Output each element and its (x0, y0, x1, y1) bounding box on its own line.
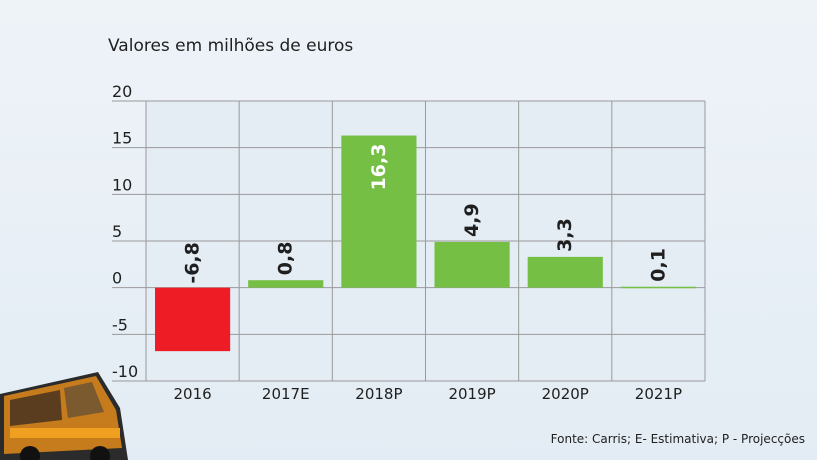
value-label: -6,8 (182, 242, 204, 284)
value-label: 3,3 (554, 218, 576, 252)
bus-photo (0, 372, 128, 460)
x-tick-label: 2018P (355, 385, 402, 403)
bar (248, 280, 324, 288)
y-tick-label: 20 (112, 82, 132, 101)
value-label: 0,1 (647, 248, 669, 282)
x-tick-label: 2016 (173, 385, 211, 403)
bar (620, 286, 696, 289)
x-tick-label: 2020P (542, 385, 589, 403)
value-label: 16,3 (368, 144, 390, 191)
y-tick-label: -10 (112, 362, 138, 381)
y-tick-label: 0 (112, 269, 122, 288)
chart-subtitle: Valores em milhões de euros (108, 36, 354, 56)
y-tick-label: -5 (112, 315, 128, 334)
x-tick-label: 2019P (448, 385, 495, 403)
x-tick-label: 2017E (262, 385, 310, 403)
bar (527, 256, 603, 288)
value-label: 4,9 (461, 203, 483, 237)
y-tick-label: 15 (112, 129, 132, 148)
y-tick-label: 10 (112, 175, 132, 194)
bar (155, 287, 231, 352)
value-label: 0,8 (275, 242, 297, 276)
source-note: Fonte: Carris; E- Estimativa; P - Projec… (550, 432, 805, 446)
bar (341, 135, 417, 288)
bar (434, 241, 510, 288)
x-tick-label: 2021P (635, 385, 682, 403)
y-tick-label: 5 (112, 222, 122, 241)
